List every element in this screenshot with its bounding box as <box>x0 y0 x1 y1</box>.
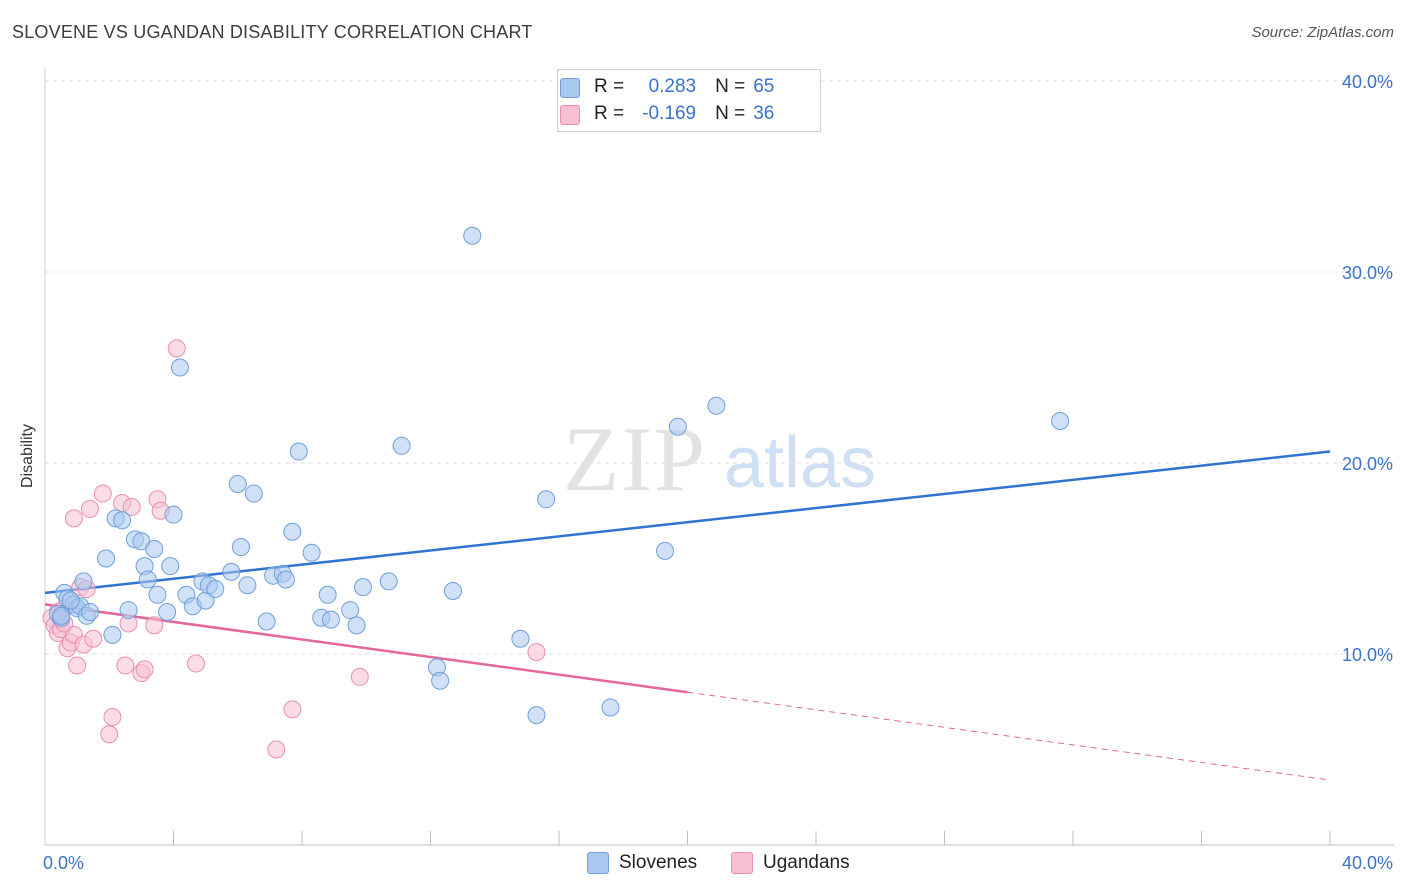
slovenes-point <box>61 591 80 610</box>
slovenes-point <box>52 606 71 625</box>
slovenes-point <box>527 706 546 725</box>
legend-swatch-slovenes <box>587 852 609 874</box>
slovenes-point <box>443 581 462 600</box>
slovenes-point <box>231 538 250 557</box>
y-tick-label: 10.0% <box>1342 645 1393 665</box>
ugandans-trend-extension <box>687 691 1331 781</box>
legend-item-ugandans[interactable]: Ugandans <box>731 852 850 874</box>
slovenes-point <box>206 580 225 599</box>
ugandans-point <box>167 339 186 358</box>
slovenes-point <box>80 602 99 621</box>
legend-swatch-ugandans <box>731 852 753 874</box>
x-tick-label: 0.0% <box>43 853 84 873</box>
ugandans-point <box>135 660 154 679</box>
legend-swatch-ugandans <box>560 105 580 125</box>
slovenes-point <box>289 442 308 461</box>
slovenes-point <box>74 572 93 591</box>
legend-n-value: 36 <box>753 103 775 124</box>
slovenes-point <box>463 226 482 245</box>
legend-r-value: -0.169 <box>642 103 697 124</box>
slovenes-point <box>170 358 189 377</box>
legend-row-ugandans: R = -0.169 N = 36 <box>560 103 775 125</box>
ugandans-point <box>527 643 546 662</box>
chart-title: SLOVENE VS UGANDAN DISABILITY CORRELATIO… <box>12 22 533 42</box>
slovenes-trend-line <box>44 450 1331 595</box>
slovenes-point <box>431 671 450 690</box>
ugandans-point <box>116 656 135 675</box>
y-tick-label: 40.0% <box>1342 72 1393 92</box>
slovenes-point <box>244 484 263 503</box>
slovenes-point <box>601 698 620 717</box>
slovenes-point <box>379 572 398 591</box>
legend-item-slovenes[interactable]: Slovenes <box>587 852 697 874</box>
ugandans-point <box>267 740 286 759</box>
slovenes-point <box>341 601 360 620</box>
slovenes-point <box>228 475 247 494</box>
slovenes-point <box>145 539 164 558</box>
slovenes-point <box>97 549 116 568</box>
slovenes-point <box>511 629 530 648</box>
slovenes-point <box>148 585 167 604</box>
slovenes-point <box>238 576 257 595</box>
legend-swatch-slovenes <box>560 78 580 98</box>
slovenes-point <box>113 511 132 530</box>
legend-label-slovenes: Slovenes <box>619 852 698 873</box>
slovenes-point <box>354 578 373 597</box>
slovenes-point <box>347 616 366 635</box>
slovenes-point <box>222 562 241 581</box>
series-legend: Slovenes Ugandans <box>0 852 1406 878</box>
slovenes-point <box>119 601 138 620</box>
slovenes-point <box>164 505 183 524</box>
slovenes-point <box>318 585 337 604</box>
ugandans-point <box>103 708 122 727</box>
ugandans-point <box>64 509 83 528</box>
chart-source: Source: ZipAtlas.com <box>1251 24 1394 41</box>
ugandans-point <box>80 499 99 518</box>
legend-r-value: 0.283 <box>648 76 697 97</box>
grid-lines <box>45 80 1394 655</box>
legend-n-label: N = <box>715 76 746 97</box>
watermark: ZIP atlas <box>563 408 876 510</box>
ugandans-point <box>186 654 205 673</box>
slovenes-point <box>392 436 411 455</box>
legend-label-ugandans: Ugandans <box>763 852 850 873</box>
ugandans-point <box>68 656 87 675</box>
slovenes-point <box>276 570 295 589</box>
legend-n-value: 65 <box>753 76 775 97</box>
slovenes-point <box>283 522 302 541</box>
legend-row-slovenes: R = 0.283 N = 65 <box>560 76 775 98</box>
ugandans-point <box>122 497 141 516</box>
ugandans-point <box>100 725 119 744</box>
tick-labels: 10.0% 20.0% 30.0% 40.0% 0.0% 40.0% <box>43 72 1393 873</box>
axes <box>44 68 1394 846</box>
slovenes-point <box>707 396 726 415</box>
stats-legend: R = 0.283 N = 65 R = -0.169 N = 36 <box>557 69 821 132</box>
slovenes-point <box>257 612 276 631</box>
slovenes-point <box>321 610 340 629</box>
slovenes-points <box>48 226 1070 725</box>
y-tick-label: 30.0% <box>1342 263 1393 283</box>
legend-r-label: R = <box>594 76 625 97</box>
y-tick-label: 20.0% <box>1342 454 1393 474</box>
watermark-atlas: atlas <box>724 423 876 503</box>
ugandans-point <box>84 629 103 648</box>
ugandans-point <box>145 616 164 635</box>
slovenes-point <box>302 543 321 562</box>
slovenes-point <box>138 570 157 589</box>
ugandans-point <box>93 484 112 503</box>
slovenes-point <box>158 602 177 621</box>
slovenes-point <box>537 490 556 509</box>
legend-n-label: N = <box>715 103 746 124</box>
ugandans-point <box>350 667 369 686</box>
ugandans-points <box>42 339 546 759</box>
slovenes-point <box>1051 411 1070 430</box>
slovenes-point <box>656 541 675 560</box>
x-tick-label: 40.0% <box>1342 853 1393 873</box>
ugandans-point <box>283 700 302 719</box>
slovenes-point <box>161 557 180 576</box>
slovenes-point <box>103 625 122 644</box>
slovenes-point <box>668 417 687 436</box>
legend-r-label: R = <box>594 103 625 124</box>
